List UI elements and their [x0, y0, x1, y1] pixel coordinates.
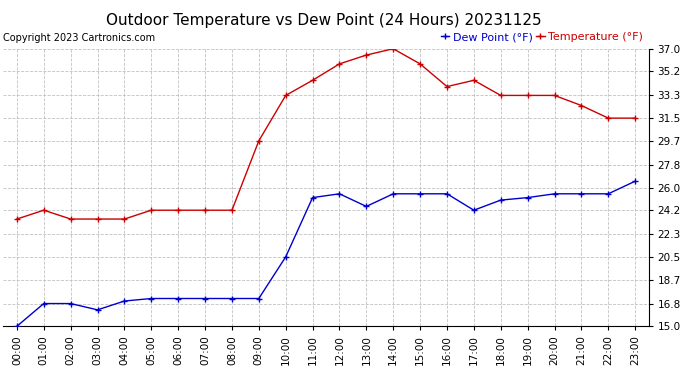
Text: Outdoor Temperature vs Dew Point (24 Hours) 20231125: Outdoor Temperature vs Dew Point (24 Hou…	[106, 13, 542, 28]
Legend: Dew Point (°F), Temperature (°F): Dew Point (°F), Temperature (°F)	[440, 32, 643, 42]
Text: Copyright 2023 Cartronics.com: Copyright 2023 Cartronics.com	[3, 33, 155, 43]
